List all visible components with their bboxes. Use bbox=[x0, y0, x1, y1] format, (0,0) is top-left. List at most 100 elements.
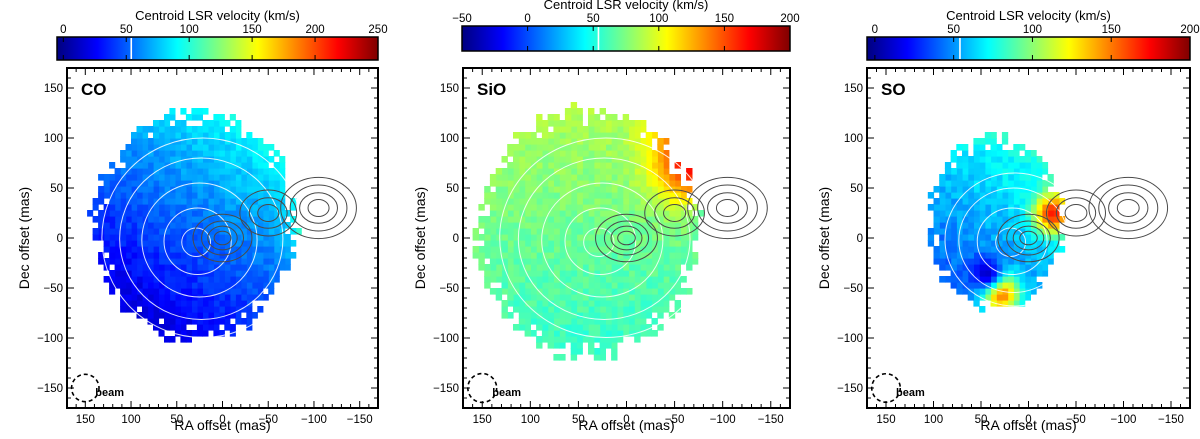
velocity-pixel bbox=[1013, 156, 1020, 163]
velocity-pixel bbox=[185, 126, 192, 133]
velocity-pixel bbox=[235, 306, 242, 313]
velocity-pixel bbox=[131, 246, 138, 253]
velocity-pixel bbox=[114, 168, 121, 175]
velocity-pixel bbox=[1001, 168, 1009, 175]
velocity-pixel bbox=[92, 198, 99, 205]
velocity-pixel bbox=[164, 288, 171, 295]
velocity-pixel bbox=[507, 150, 514, 157]
velocity-pixel bbox=[147, 228, 154, 235]
velocity-pixel bbox=[136, 300, 143, 307]
velocity-pixel bbox=[273, 246, 280, 253]
velocity-pixel bbox=[530, 168, 537, 175]
velocity-pixel bbox=[207, 318, 214, 325]
velocity-pixel bbox=[950, 156, 957, 163]
velocity-pixel bbox=[1019, 156, 1026, 163]
velocity-pixel bbox=[536, 144, 543, 151]
velocity-pixel bbox=[153, 318, 160, 325]
velocity-pixel bbox=[273, 168, 280, 175]
velocity-pixel bbox=[290, 204, 297, 211]
velocity-pixel bbox=[967, 186, 974, 193]
velocity-pixel bbox=[547, 192, 554, 199]
velocity-pixel bbox=[663, 138, 670, 145]
velocity-pixel bbox=[507, 186, 514, 193]
velocity-pixel bbox=[153, 252, 160, 259]
velocity-pixel bbox=[1053, 234, 1060, 241]
velocity-pixel bbox=[185, 300, 192, 307]
velocity-pixel bbox=[628, 186, 635, 193]
velocity-pixel bbox=[136, 228, 143, 235]
velocity-pixel bbox=[507, 240, 514, 247]
velocity-pixel bbox=[599, 138, 606, 145]
y-tick-label: −150 bbox=[37, 383, 63, 395]
velocity-pixel bbox=[92, 216, 99, 223]
dark-contours bbox=[595, 176, 768, 263]
velocity-pixel bbox=[513, 180, 520, 187]
velocity-pixel bbox=[1041, 198, 1049, 205]
velocity-pixel bbox=[611, 264, 618, 271]
velocity-pixel bbox=[158, 210, 165, 217]
velocity-pixel bbox=[576, 336, 583, 343]
velocity-pixel bbox=[547, 228, 554, 235]
velocity-pixel bbox=[530, 294, 537, 301]
velocity-pixel bbox=[588, 126, 595, 133]
velocity-pixel bbox=[273, 210, 280, 217]
velocity-pixel bbox=[513, 234, 520, 241]
velocity-pixel bbox=[251, 180, 258, 187]
velocity-pixel bbox=[207, 258, 214, 265]
velocity-pixel bbox=[979, 186, 986, 193]
velocity-pixel bbox=[224, 180, 231, 187]
panel-so: 150 100 50 0 −50 −100 −150150100500−50−100−150… bbox=[816, 8, 1200, 433]
velocity-pixel bbox=[142, 138, 149, 145]
velocity-pixel bbox=[103, 246, 110, 253]
velocity-pixel bbox=[235, 288, 242, 295]
velocity-pixel bbox=[559, 138, 566, 145]
velocity-pixel bbox=[169, 300, 176, 307]
velocity-pixel bbox=[628, 282, 635, 289]
velocity-pixel bbox=[1058, 216, 1066, 223]
velocity-pixel bbox=[979, 138, 986, 145]
velocity-pixel bbox=[640, 162, 647, 169]
velocity-pixel bbox=[559, 150, 566, 157]
velocity-pixel bbox=[956, 204, 963, 211]
velocity-pixel bbox=[1024, 234, 1031, 241]
velocity-pixel bbox=[984, 150, 992, 157]
velocity-pixel bbox=[109, 270, 116, 277]
velocity-pixel bbox=[674, 258, 681, 265]
velocity-pixel bbox=[257, 276, 264, 283]
velocity-pixel bbox=[536, 204, 543, 211]
velocity-pixel bbox=[593, 258, 601, 265]
velocity-pixel bbox=[103, 276, 110, 283]
velocity-pixel bbox=[611, 210, 618, 217]
y-tick-label: 0 bbox=[453, 233, 459, 245]
velocity-pixel bbox=[507, 276, 514, 283]
velocity-pixel bbox=[229, 114, 236, 121]
velocity-pixel bbox=[582, 204, 589, 211]
velocity-pixel bbox=[207, 180, 214, 187]
velocity-pixel bbox=[1041, 186, 1049, 193]
velocity-pixel bbox=[547, 282, 554, 289]
velocity-pixel bbox=[268, 216, 275, 223]
velocity-pixel bbox=[956, 222, 963, 229]
velocity-pixel bbox=[944, 240, 952, 247]
velocity-pixel bbox=[513, 174, 520, 181]
velocity-pixel bbox=[207, 276, 214, 283]
velocity-pixel bbox=[950, 198, 957, 205]
velocity-pixel bbox=[541, 126, 549, 133]
velocity-pixel bbox=[246, 138, 253, 145]
velocity-pixel bbox=[611, 138, 618, 145]
colorbar-tick-label: 50 bbox=[120, 24, 133, 36]
velocity-pixel bbox=[622, 306, 630, 313]
velocity-pixel bbox=[213, 270, 220, 277]
velocity-pixel bbox=[588, 108, 595, 115]
velocity-pixel bbox=[967, 216, 974, 223]
velocity-pixel bbox=[114, 246, 121, 253]
velocity-pixel bbox=[663, 186, 670, 193]
velocity-pixel bbox=[944, 222, 952, 229]
velocity-pixel bbox=[218, 240, 225, 247]
velocity-pixel bbox=[213, 300, 220, 307]
velocity-pixel bbox=[224, 318, 231, 325]
velocity-pixel bbox=[218, 264, 225, 271]
velocity-pixel bbox=[524, 180, 531, 187]
velocity-pixel bbox=[524, 174, 531, 181]
